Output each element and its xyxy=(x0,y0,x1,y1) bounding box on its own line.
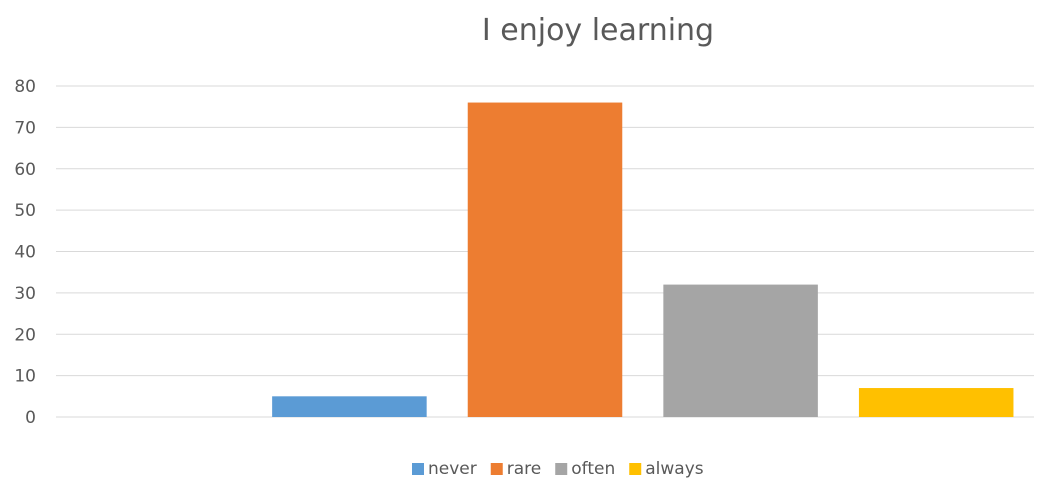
y-axis-ticks: 0 10 20 30 40 50 60 70 80 xyxy=(14,77,36,428)
y-tick-label-80: 80 xyxy=(14,77,36,97)
legend-label-always: always xyxy=(645,459,704,479)
y-tick-label-60: 60 xyxy=(14,160,36,180)
legend-label-often: often xyxy=(571,459,615,479)
legend: never rare often always xyxy=(412,459,704,479)
bars xyxy=(272,102,1014,418)
legend-swatch-never xyxy=(412,463,424,475)
chart-title: I enjoy learning xyxy=(482,13,714,48)
legend-label-rare: rare xyxy=(507,459,541,479)
y-tick-label-50: 50 xyxy=(14,201,36,221)
y-tick-label-40: 40 xyxy=(14,243,36,263)
y-tick-label-70: 70 xyxy=(14,118,36,138)
y-tick-label-20: 20 xyxy=(14,325,36,345)
y-tick-label-10: 10 xyxy=(14,367,36,387)
bar-often xyxy=(663,284,818,417)
legend-swatch-often xyxy=(555,463,568,475)
legend-swatch-rare xyxy=(490,463,503,475)
bar-never xyxy=(272,396,427,417)
y-tick-label-0: 0 xyxy=(25,408,36,428)
bar-rare xyxy=(467,102,623,418)
legend-label-never: never xyxy=(428,459,477,479)
bar-always xyxy=(858,388,1014,417)
y-tick-label-30: 30 xyxy=(14,284,36,304)
legend-swatch-always xyxy=(629,463,642,475)
